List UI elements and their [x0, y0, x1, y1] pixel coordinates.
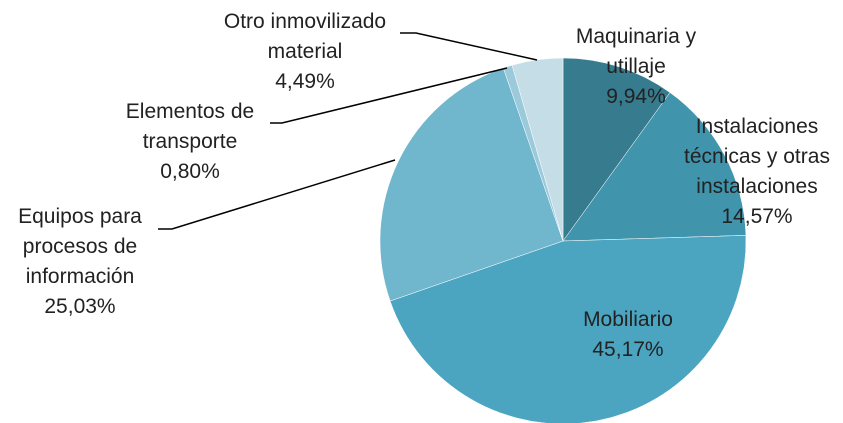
- slice-label: Mobiliario 45,17%: [553, 305, 703, 365]
- category-label: Instalaciones técnicas y otras instalaci…: [684, 115, 830, 198]
- value-label: 14,57%: [721, 205, 793, 228]
- slice-label: Equipos para procesos de información 25,0…: [0, 202, 160, 322]
- category-label: Mobiliario: [583, 308, 673, 331]
- pie-slice: [511, 57, 564, 242]
- pie-slice: [389, 235, 747, 423]
- value-label: 25,03%: [44, 295, 116, 318]
- pie-slice: [562, 57, 671, 242]
- value-label: 45,17%: [592, 338, 664, 361]
- category-label: Equipos para procesos de información: [18, 205, 142, 288]
- leader-lines: [158, 32, 538, 230]
- slice-label: Elementos de transporte 0,80%: [105, 97, 275, 187]
- category-label: Elementos de transporte: [125, 100, 255, 153]
- value-label: 9,94%: [606, 85, 666, 108]
- value-label: 0,80%: [160, 160, 220, 183]
- pie-slice: [379, 67, 564, 302]
- leader-line: [400, 32, 538, 61]
- category-label: Maquinaria y utillaje: [575, 25, 697, 78]
- slice-label: Instalaciones técnicas y otras instalaci…: [672, 112, 842, 232]
- pie-slice: [562, 92, 747, 242]
- category-label: Otro inmovilizado material: [223, 10, 387, 63]
- slice-label: Maquinaria y utillaje 9,94%: [561, 22, 711, 112]
- leader-line: [158, 159, 396, 230]
- leader-line: [270, 67, 508, 124]
- value-label: 4,49%: [275, 70, 335, 93]
- slice-label: Otro inmovilizado material 4,49%: [200, 7, 410, 97]
